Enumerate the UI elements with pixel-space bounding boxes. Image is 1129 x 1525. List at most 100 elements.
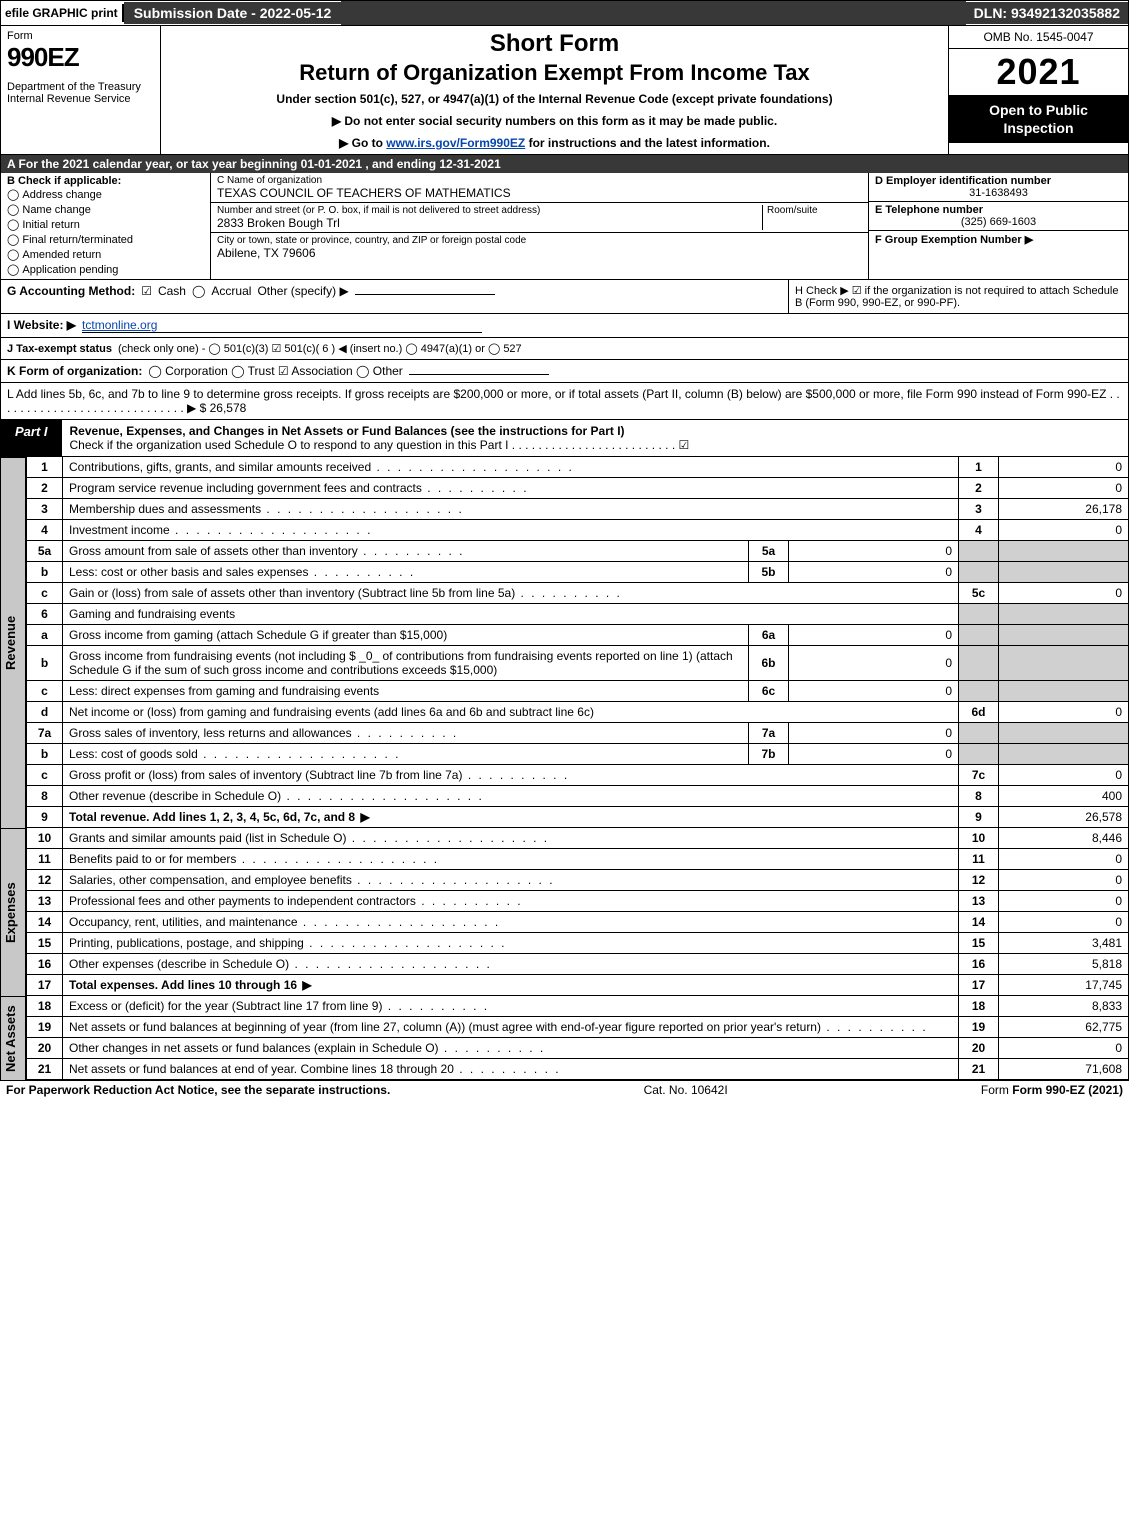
title-short-form: Short Form bbox=[165, 30, 944, 58]
box-def: D Employer identification number 31-1638… bbox=[868, 173, 1128, 279]
row-19: 19Net assets or fund balances at beginni… bbox=[27, 1017, 1129, 1038]
row-5c: cGain or (loss) from sale of assets othe… bbox=[27, 583, 1129, 604]
entity-info-row: B Check if applicable: ◯ Address change … bbox=[1, 173, 1128, 279]
box-i-label: I Website: ▶ bbox=[7, 318, 76, 332]
box-j: J Tax-exempt status (check only one) - ◯… bbox=[0, 338, 1129, 360]
top-bar: efile GRAPHIC print Submission Date - 20… bbox=[0, 0, 1129, 26]
row-18: 18Excess or (deficit) for the year (Subt… bbox=[27, 996, 1129, 1017]
form-header: Form 990EZ Department of the Treasury In… bbox=[0, 26, 1129, 155]
chk-address-change[interactable]: ◯ Address change bbox=[7, 187, 204, 202]
revenue-body: 1Contributions, gifts, grants, and simil… bbox=[26, 457, 1129, 828]
footer-left: For Paperwork Reduction Act Notice, see … bbox=[6, 1083, 390, 1097]
row-21: 21Net assets or fund balances at end of … bbox=[27, 1059, 1129, 1080]
row-17: 17Total expenses. Add lines 10 through 1… bbox=[27, 975, 1129, 996]
footer-right: Form Form 990-EZ (2021) bbox=[981, 1083, 1123, 1097]
phone-value: (325) 669-1603 bbox=[875, 216, 1122, 228]
box-c-city: City or town, state or province, country… bbox=[211, 233, 868, 262]
other-specify: Other (specify) ▶ bbox=[257, 284, 348, 298]
room-suite-label: Room/suite bbox=[762, 205, 862, 230]
box-c-name-label: C Name of organization bbox=[217, 175, 862, 186]
box-j-label: J Tax-exempt status bbox=[7, 343, 112, 355]
row-9: 9Total revenue. Add lines 1, 2, 3, 4, 5c… bbox=[27, 807, 1129, 828]
revenue-sidebar: Revenue bbox=[0, 457, 26, 828]
box-k-other-line[interactable] bbox=[409, 374, 549, 375]
net-assets-body: 18Excess or (deficit) for the year (Subt… bbox=[26, 996, 1129, 1080]
row-1: 1Contributions, gifts, grants, and simil… bbox=[27, 457, 1129, 478]
row-g-h: G Accounting Method: ☑ Cash ◯ Accrual Ot… bbox=[0, 280, 1129, 314]
row-13: 13Professional fees and other payments t… bbox=[27, 891, 1129, 912]
row-14: 14Occupancy, rent, utilities, and mainte… bbox=[27, 912, 1129, 933]
row-5b: bLess: cost or other basis and sales exp… bbox=[27, 562, 1129, 583]
topbar-spacer bbox=[341, 1, 965, 25]
part-1-checkline: Check if the organization used Schedule … bbox=[70, 438, 690, 452]
chk-application-pending[interactable]: ◯ Application pending bbox=[7, 262, 204, 277]
row-6: 6Gaming and fundraising events bbox=[27, 604, 1129, 625]
box-c-city-label: City or town, state or province, country… bbox=[217, 235, 862, 246]
box-b: B Check if applicable: ◯ Address change … bbox=[1, 173, 211, 279]
chk-final-return[interactable]: ◯ Final return/terminated bbox=[7, 232, 204, 247]
row-11: 11Benefits paid to or for members110 bbox=[27, 849, 1129, 870]
row-6b: bGross income from fundraising events (n… bbox=[27, 646, 1129, 681]
part-1-label: Part I bbox=[1, 420, 62, 456]
dept-treasury: Department of the Treasury bbox=[7, 81, 154, 93]
box-d: D Employer identification number 31-1638… bbox=[869, 173, 1128, 202]
box-g: G Accounting Method: ☑ Cash ◯ Accrual Ot… bbox=[1, 280, 788, 313]
expenses-body: 10Grants and similar amounts paid (list … bbox=[26, 828, 1129, 996]
note-no-ssn: ▶ Do not enter social security numbers o… bbox=[165, 114, 944, 128]
row-5a: 5aGross amount from sale of assets other… bbox=[27, 541, 1129, 562]
omb-number: OMB No. 1545-0047 bbox=[949, 26, 1128, 49]
box-c-address: Number and street (or P. O. box, if mail… bbox=[211, 203, 868, 233]
form-number: 990EZ bbox=[7, 42, 154, 73]
row-2: 2Program service revenue including gover… bbox=[27, 478, 1129, 499]
box-k-opts: ◯ Corporation ◯ Trust ☑ Association ◯ Ot… bbox=[148, 364, 402, 378]
line-a: A For the 2021 calendar year, or tax yea… bbox=[1, 155, 1128, 173]
other-specify-line[interactable] bbox=[355, 294, 495, 295]
net-assets-section: Net Assets 18Excess or (deficit) for the… bbox=[0, 996, 1129, 1080]
box-f: F Group Exemption Number ▶ bbox=[869, 231, 1128, 279]
revenue-table: 1Contributions, gifts, grants, and simil… bbox=[26, 457, 1129, 828]
line-a-container: A For the 2021 calendar year, or tax yea… bbox=[0, 155, 1129, 280]
part-1-title: Revenue, Expenses, and Changes in Net As… bbox=[62, 420, 1128, 456]
tax-year: 2021 bbox=[949, 49, 1128, 95]
chk-cash[interactable]: ☑ bbox=[141, 284, 152, 298]
chk-amended-return[interactable]: ◯ Amended return bbox=[7, 247, 204, 262]
page-footer: For Paperwork Reduction Act Notice, see … bbox=[0, 1080, 1129, 1099]
row-16: 16Other expenses (describe in Schedule O… bbox=[27, 954, 1129, 975]
box-h: H Check ▶ ☑ if the organization is not r… bbox=[788, 280, 1128, 313]
note-goto-suffix: for instructions and the latest informat… bbox=[529, 136, 770, 150]
submission-date: Submission Date - 2022-05-12 bbox=[124, 2, 342, 24]
expenses-section: Expenses 10Grants and similar amounts pa… bbox=[0, 828, 1129, 996]
website-link[interactable]: tctmonline.org bbox=[82, 318, 482, 333]
row-7c: cGross profit or (loss) from sales of in… bbox=[27, 765, 1129, 786]
box-f-label: F Group Exemption Number ▶ bbox=[875, 233, 1122, 246]
note-goto-prefix: ▶ Go to bbox=[339, 136, 386, 150]
efile-bold: efile GRAPHIC print bbox=[5, 6, 118, 20]
efile-print-button[interactable]: efile GRAPHIC print bbox=[1, 4, 124, 22]
revenue-section: Revenue 1Contributions, gifts, grants, a… bbox=[0, 457, 1129, 828]
expenses-sidebar: Expenses bbox=[0, 828, 26, 996]
irs-label: Internal Revenue Service bbox=[7, 93, 154, 105]
part-1-header: Part I Revenue, Expenses, and Changes in… bbox=[0, 420, 1129, 457]
form-word: Form bbox=[7, 30, 154, 42]
box-i: I Website: ▶ tctmonline.org bbox=[0, 314, 1129, 338]
expenses-table: 10Grants and similar amounts paid (list … bbox=[26, 828, 1129, 996]
row-6c: cLess: direct expenses from gaming and f… bbox=[27, 681, 1129, 702]
row-7a: 7aGross sales of inventory, less returns… bbox=[27, 723, 1129, 744]
row-10: 10Grants and similar amounts paid (list … bbox=[27, 828, 1129, 849]
net-assets-sidebar: Net Assets bbox=[0, 996, 26, 1080]
chk-initial-return[interactable]: ◯ Initial return bbox=[7, 217, 204, 232]
row-7b: bLess: cost of goods sold7b0 bbox=[27, 744, 1129, 765]
row-4: 4Investment income40 bbox=[27, 520, 1129, 541]
title-main: Return of Organization Exempt From Incom… bbox=[165, 60, 944, 86]
dln-number: DLN: 93492132035882 bbox=[966, 2, 1128, 24]
box-c-name: C Name of organization TEXAS COUNCIL OF … bbox=[211, 173, 868, 203]
footer-mid: Cat. No. 10642I bbox=[644, 1083, 728, 1097]
org-city: Abilene, TX 79606 bbox=[217, 246, 862, 260]
box-g-label: G Accounting Method: bbox=[7, 284, 135, 298]
row-3: 3Membership dues and assessments326,178 bbox=[27, 499, 1129, 520]
chk-accrual[interactable]: ◯ bbox=[192, 284, 205, 298]
chk-name-change[interactable]: ◯ Name change bbox=[7, 202, 204, 217]
box-c: C Name of organization TEXAS COUNCIL OF … bbox=[211, 173, 868, 279]
header-middle: Short Form Return of Organization Exempt… bbox=[161, 26, 948, 154]
irs-link[interactable]: www.irs.gov/Form990EZ bbox=[386, 136, 525, 150]
